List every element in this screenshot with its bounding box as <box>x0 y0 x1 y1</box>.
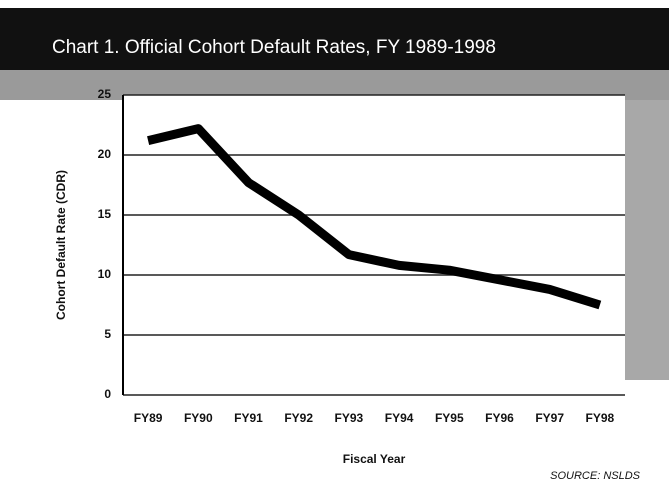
x-tick-label: FY90 <box>184 411 213 425</box>
x-tick-label: FY95 <box>435 411 464 425</box>
x-tick-label: FY92 <box>284 411 313 425</box>
y-tick-label: 15 <box>98 207 112 221</box>
x-tick-label: FY93 <box>335 411 364 425</box>
x-tick-label: FY89 <box>134 411 163 425</box>
x-tick-label: FY96 <box>485 411 514 425</box>
y-tick-label: 25 <box>98 87 112 101</box>
source-note: SOURCE: NSLDS <box>550 470 641 482</box>
data-line <box>147 124 602 310</box>
chart-title: Chart 1. Official Cohort Default Rates, … <box>52 37 496 58</box>
x-tick-label: FY94 <box>385 411 414 425</box>
plot-area <box>123 95 625 395</box>
x-tick-label: FY98 <box>586 411 615 425</box>
x-tick-label: FY91 <box>234 411 263 425</box>
y-axis-label: Cohort Default Rate (CDR) <box>54 170 68 320</box>
x-axis-label: Fiscal Year <box>343 452 406 466</box>
y-tick-label: 0 <box>104 387 111 401</box>
x-tick-label: FY97 <box>535 411 564 425</box>
header-band <box>0 8 669 70</box>
y-tick-label: 5 <box>104 327 111 341</box>
side-shade <box>625 100 669 380</box>
y-tick-label: 20 <box>98 147 112 161</box>
y-tick-label: 10 <box>98 267 112 281</box>
